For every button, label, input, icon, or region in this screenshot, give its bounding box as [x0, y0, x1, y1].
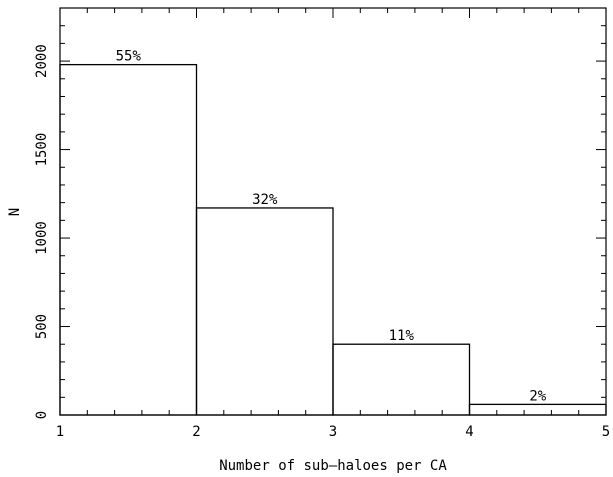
x-tick-label: 5	[602, 424, 610, 440]
y-tick-label: 500	[34, 314, 50, 339]
minor-ticks	[60, 7, 606, 415]
histogram-bar	[195, 207, 334, 416]
y-tick-label: 1000	[34, 221, 50, 255]
x-tick-label: 2	[192, 424, 200, 440]
histogram-bar	[468, 403, 607, 416]
y-tick-label: 1500	[34, 133, 50, 167]
bar-percent-label: 55%	[116, 49, 142, 65]
histogram-bar	[332, 343, 471, 416]
histogram-bar	[59, 63, 198, 416]
y-tick-label: 0	[34, 411, 50, 419]
bar-percent-label: 2%	[529, 388, 546, 404]
y-tick-labels: 0 500 1000 1500 2000	[34, 44, 50, 419]
x-tick-label: 3	[329, 424, 337, 440]
bar-percent-label: 11%	[389, 328, 415, 344]
bar-labels: 55% 32% 11% 2%	[116, 49, 547, 405]
x-tick-label: 1	[56, 424, 64, 440]
x-tick-label: 4	[465, 424, 473, 440]
x-axis-label: Number of sub–haloes per CA	[219, 458, 447, 474]
x-tick-labels: 1 2 3 4 5	[56, 424, 610, 440]
y-axis-label: N	[7, 208, 23, 216]
bar-percent-label: 32%	[252, 192, 278, 208]
major-ticks	[59, 8, 607, 416]
y-tick-label: 2000	[34, 44, 50, 78]
histogram-bars	[59, 63, 607, 416]
